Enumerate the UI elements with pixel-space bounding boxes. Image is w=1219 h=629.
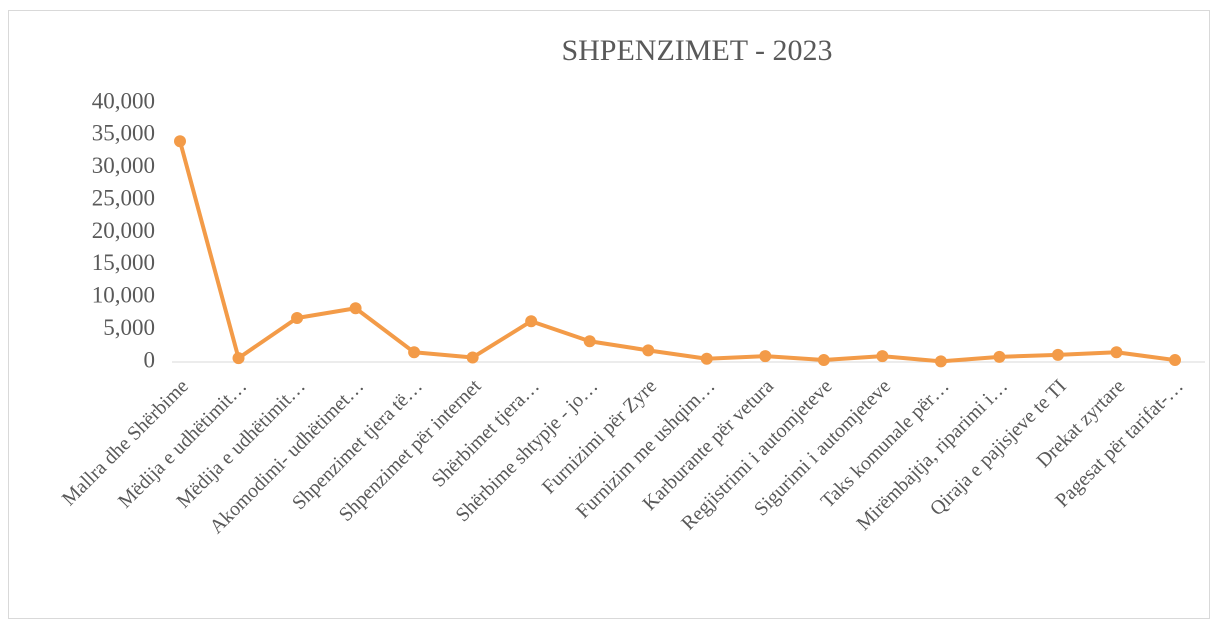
chart-title: SHPENZIMET - 2023 [561,34,832,67]
y-tick-label: 40,000 [92,88,155,113]
data-point [642,344,655,357]
data-point [408,346,421,359]
y-tick-label: 35,000 [92,121,155,146]
data-point [993,350,1006,363]
data-point [583,335,596,348]
data-point [291,311,304,324]
data-point [349,302,362,315]
y-tick-label: 25,000 [92,185,155,210]
data-point [1169,354,1181,367]
data-point [174,135,186,148]
y-tick-label: 30,000 [92,153,155,178]
y-tick-label: 0 [144,347,156,372]
data-point [1051,348,1064,361]
data-point [817,354,830,367]
y-tick-label: 15,000 [92,250,155,275]
data-line [178,140,1176,364]
y-tick-label: 5,000 [103,315,155,340]
data-point [232,352,245,365]
y-tick-label: 10,000 [92,283,155,308]
data-point [466,351,479,364]
data-point [1110,346,1123,359]
data-point [700,352,713,365]
data-point [934,355,947,368]
y-tick-label: 20,000 [92,218,155,243]
chart-frame [8,10,1210,619]
data-point [759,350,772,363]
data-point [876,350,889,363]
data-point [525,315,538,328]
